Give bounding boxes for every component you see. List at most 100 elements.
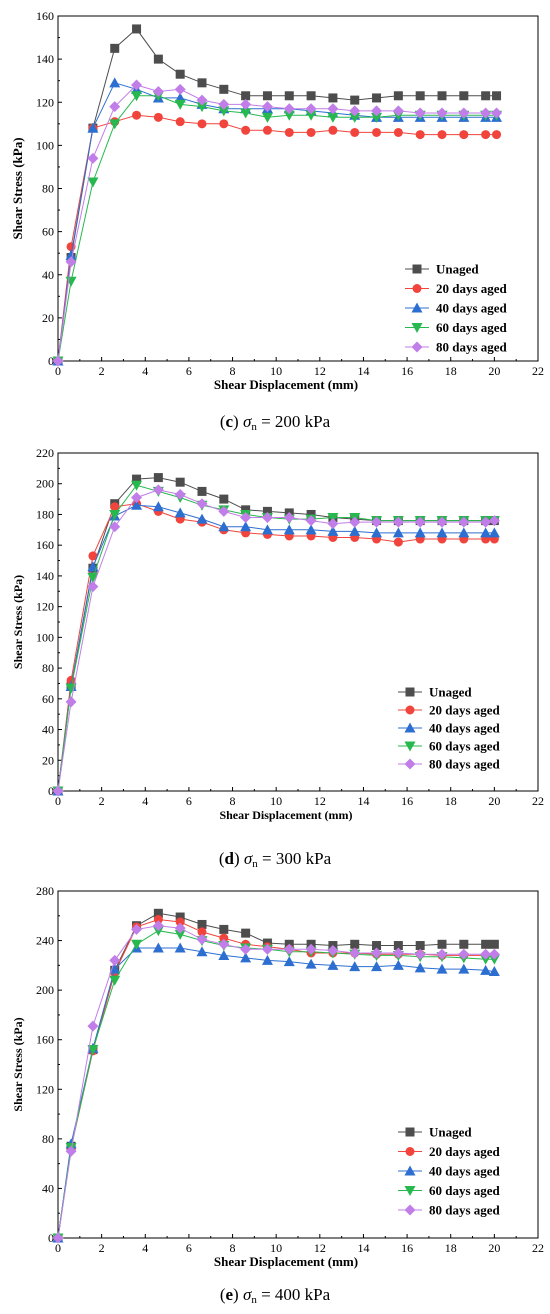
legend-marker <box>412 264 422 274</box>
data-point <box>175 917 185 927</box>
data-point <box>349 105 361 117</box>
data-point <box>436 516 448 528</box>
data-point <box>393 941 403 951</box>
data-point <box>371 105 383 117</box>
data-point <box>240 952 252 963</box>
data-point <box>349 112 361 123</box>
data-point <box>65 696 77 708</box>
data-point <box>152 501 164 512</box>
data-point <box>481 91 491 101</box>
data-point <box>152 920 164 932</box>
y-tick-label: 120 <box>36 1082 54 1096</box>
data-point <box>52 785 64 797</box>
data-point <box>306 509 316 519</box>
x-tick-label: 2 <box>99 1241 105 1255</box>
chart-panel-c: 0 2 4 6 8 10 12 14 16 18 20 22 0 20 40 60 80 100 120 140 160… <box>10 9 544 433</box>
data-point <box>480 964 492 975</box>
series-line <box>57 95 497 362</box>
data-point <box>131 480 143 491</box>
data-point <box>350 95 360 105</box>
data-point <box>349 947 361 959</box>
legend-marker <box>404 1165 416 1176</box>
cap-sigma: σ <box>243 1285 252 1304</box>
y-tick-label: 220 <box>36 446 54 460</box>
data-point <box>349 525 361 536</box>
data-point <box>481 939 491 949</box>
data-point <box>240 108 252 119</box>
data-point <box>241 125 251 135</box>
data-point <box>109 954 121 966</box>
legend-marker <box>404 741 416 752</box>
data-point <box>109 509 121 520</box>
data-point <box>196 933 208 945</box>
data-point <box>436 963 448 974</box>
data-point <box>327 112 339 123</box>
data-point <box>241 928 251 938</box>
data-point <box>110 43 120 53</box>
x-tick-label: 22 <box>532 794 544 808</box>
data-point <box>219 84 229 94</box>
chart-panel-d: 0 2 4 6 8 10 12 14 16 18 20 22020406080100120140160… <box>11 446 544 870</box>
data-point <box>218 98 230 110</box>
x-tick-label: 14 <box>357 1241 369 1255</box>
data-point <box>393 537 403 547</box>
x-tick-label: 16 <box>401 364 413 378</box>
y-tick-label: 160 <box>36 538 54 552</box>
data-point <box>131 939 143 950</box>
legend-marker <box>404 1186 416 1196</box>
legend-marker <box>411 302 423 313</box>
data-point <box>153 54 163 64</box>
data-point <box>436 107 448 119</box>
data-point <box>350 127 360 137</box>
data-point <box>371 961 383 972</box>
data-point <box>153 473 163 483</box>
series-20-days-aged <box>53 110 502 366</box>
data-point <box>152 85 164 97</box>
data-point <box>458 963 470 974</box>
y-tick-label: 0 <box>48 1231 54 1245</box>
data-point <box>196 946 208 957</box>
data-point <box>218 949 230 960</box>
data-point <box>197 919 207 929</box>
series-line <box>57 84 497 362</box>
data-point <box>328 93 338 103</box>
y-tick-label: 120 <box>36 600 54 614</box>
data-point <box>87 572 99 583</box>
data-point <box>87 152 99 164</box>
x-tick-label: 16 <box>401 794 413 808</box>
x-tick-label: 14 <box>357 794 369 808</box>
data-point <box>392 527 404 538</box>
data-point <box>87 581 99 593</box>
x-tick-label: 2 <box>99 364 105 378</box>
data-point <box>262 125 272 135</box>
series-line <box>57 912 495 1239</box>
y-tick-label: 180 <box>36 507 54 521</box>
series-line <box>57 82 497 362</box>
cap-open: ( <box>220 412 226 431</box>
data-point <box>65 256 77 268</box>
data-point <box>261 112 273 123</box>
data-point <box>371 516 383 528</box>
legend-label: 40 days aged <box>429 721 501 736</box>
series-line <box>57 28 497 362</box>
x-tick-label: 10 <box>270 1241 282 1255</box>
y-tick-label: 20 <box>42 753 54 767</box>
data-point <box>261 524 273 535</box>
x-tick-label: 0 <box>55 1241 61 1255</box>
data-point <box>371 527 383 538</box>
data-point <box>306 91 316 101</box>
data-point <box>392 959 404 970</box>
legend-label: 60 days aged <box>436 320 508 335</box>
legend-label: 20 days aged <box>429 1144 501 1159</box>
data-point <box>459 91 469 101</box>
data-point <box>174 922 186 934</box>
data-point <box>480 527 492 538</box>
data-point <box>392 105 404 117</box>
data-point <box>132 24 142 34</box>
data-point <box>131 492 143 504</box>
data-point <box>414 948 426 960</box>
data-point <box>392 947 404 959</box>
x-tick-label: 10 <box>270 364 282 378</box>
data-point <box>65 249 77 260</box>
